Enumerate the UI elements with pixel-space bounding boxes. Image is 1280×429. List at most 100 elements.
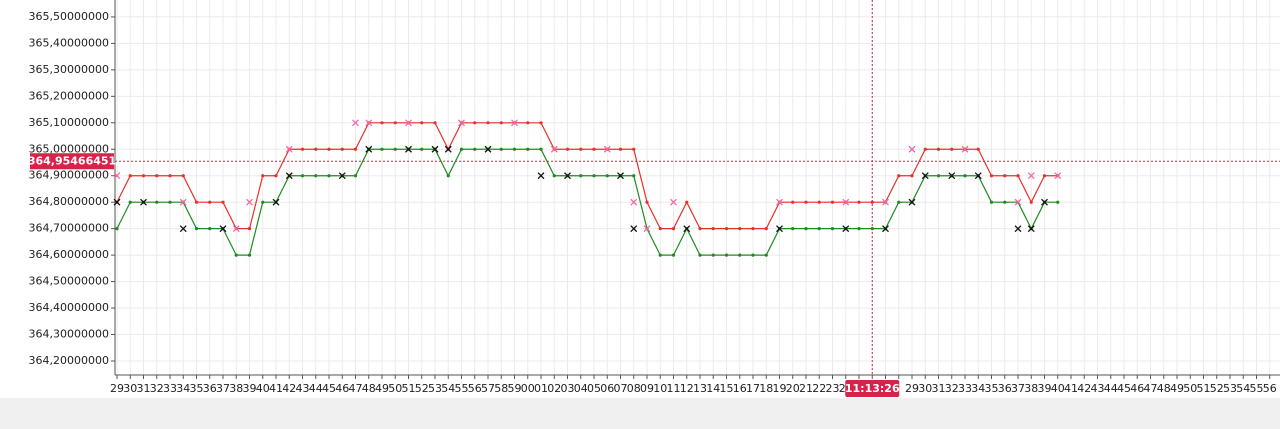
crosshair-x-label-bg bbox=[845, 380, 900, 397]
series-point bbox=[168, 200, 172, 204]
series-point bbox=[976, 147, 980, 151]
series-point bbox=[698, 253, 702, 257]
series-point bbox=[300, 174, 305, 178]
x-tick-label: 37 bbox=[1011, 382, 1025, 395]
trade-marker bbox=[842, 198, 850, 206]
trade-marker bbox=[1054, 172, 1062, 180]
series-point bbox=[764, 227, 768, 231]
series-point bbox=[989, 174, 994, 178]
y-tick-label: 364,40000000 bbox=[29, 301, 109, 314]
trade-marker bbox=[113, 172, 121, 180]
y-tick-label: 364,90000000 bbox=[29, 169, 109, 182]
crosshair-x-label: 11:13:26 bbox=[845, 382, 900, 395]
y-tick-label: 365,20000000 bbox=[29, 89, 109, 102]
series-point bbox=[141, 174, 146, 178]
trade-marker bbox=[285, 172, 293, 180]
series-point bbox=[817, 227, 821, 231]
x-tick-label: 06 bbox=[600, 382, 614, 395]
x-tick-label: 53 bbox=[428, 382, 442, 395]
trade-marker bbox=[1027, 172, 1035, 180]
trade-marker bbox=[974, 172, 982, 180]
series-point bbox=[645, 200, 649, 204]
x-tick-label: 48 bbox=[1157, 382, 1171, 395]
series-point bbox=[897, 174, 901, 178]
x-tick-label: 10 bbox=[653, 382, 667, 395]
series-point bbox=[870, 200, 874, 204]
y-tick-label: 365,30000000 bbox=[29, 63, 109, 76]
series-point bbox=[393, 147, 397, 151]
y-tick-label: 365,10000000 bbox=[29, 116, 109, 129]
x-tick-label: 34 bbox=[971, 382, 985, 395]
x-tick-label: 04 bbox=[574, 382, 588, 395]
x-tick-label: 51 bbox=[402, 382, 416, 395]
y-tick-label: 364,20000000 bbox=[29, 354, 109, 367]
x-tick-label: 52 bbox=[1210, 382, 1224, 395]
x-tick-label: 07 bbox=[614, 382, 628, 395]
series-point bbox=[738, 227, 742, 231]
x-tick-label: 43 bbox=[1091, 382, 1105, 395]
trade-marker bbox=[1014, 225, 1022, 233]
series-point bbox=[353, 147, 358, 151]
series-point bbox=[473, 121, 477, 125]
trade-marker bbox=[219, 225, 227, 233]
series-point bbox=[1029, 200, 1033, 204]
trade-marker bbox=[365, 145, 373, 153]
series-point bbox=[592, 147, 596, 151]
x-tick-label: 39 bbox=[1038, 382, 1052, 395]
series-point bbox=[512, 147, 517, 151]
series-point bbox=[724, 253, 729, 257]
series-point bbox=[764, 253, 768, 257]
trade-marker bbox=[550, 145, 558, 153]
x-tick-label: 15 bbox=[720, 382, 734, 395]
trade-marker bbox=[140, 198, 147, 206]
series-point bbox=[936, 174, 941, 178]
x-tick-label: 16 bbox=[733, 382, 747, 395]
crosshair-y-label: 364,95466451 bbox=[28, 154, 116, 167]
trade-marker bbox=[444, 145, 452, 153]
series-point bbox=[393, 121, 397, 125]
series-point bbox=[658, 253, 662, 257]
series-point bbox=[539, 147, 543, 151]
trade-marker bbox=[1041, 198, 1048, 206]
x-tick-label: 51 bbox=[1197, 382, 1211, 395]
series-point bbox=[168, 174, 172, 178]
x-tick-label: 21 bbox=[799, 382, 813, 395]
x-tick-label: 45 bbox=[322, 382, 336, 395]
trade-marker bbox=[1027, 225, 1035, 233]
series-point bbox=[579, 174, 583, 178]
series-point bbox=[685, 200, 689, 204]
series-point bbox=[194, 200, 199, 204]
series-point bbox=[804, 227, 808, 231]
x-tick-label: 12 bbox=[680, 382, 694, 395]
x-tick-label: 40 bbox=[1051, 382, 1065, 395]
series-point bbox=[791, 227, 795, 231]
x-tick-label: 47 bbox=[1144, 382, 1158, 395]
series-point bbox=[738, 253, 742, 257]
trade-marker bbox=[643, 225, 651, 233]
x-tick-label: 42 bbox=[282, 382, 296, 395]
series-point bbox=[963, 174, 967, 178]
series-point bbox=[804, 200, 808, 204]
series-point bbox=[658, 227, 662, 231]
x-tick-label: 56 bbox=[468, 382, 482, 395]
x-tick-label: 59 bbox=[508, 382, 522, 395]
trade-marker bbox=[776, 198, 783, 206]
trade-marker bbox=[352, 119, 359, 127]
x-tick-label: 23 bbox=[826, 382, 840, 395]
trade-marker bbox=[630, 225, 638, 233]
trade-marker bbox=[246, 198, 253, 206]
series-point bbox=[353, 174, 358, 178]
series-point bbox=[327, 147, 331, 151]
trade-marker bbox=[405, 145, 412, 153]
x-tick-label: 09 bbox=[640, 382, 654, 395]
x-tick-label: 08 bbox=[627, 382, 641, 395]
series-point bbox=[711, 227, 715, 231]
trade-marker bbox=[961, 145, 969, 153]
x-tick-label: 50 bbox=[1183, 382, 1197, 395]
x-tick-label: 46 bbox=[335, 382, 349, 395]
x-tick-label: 03 bbox=[561, 382, 575, 395]
series-point bbox=[261, 200, 265, 204]
series-point bbox=[857, 227, 861, 231]
series-point bbox=[751, 227, 755, 231]
